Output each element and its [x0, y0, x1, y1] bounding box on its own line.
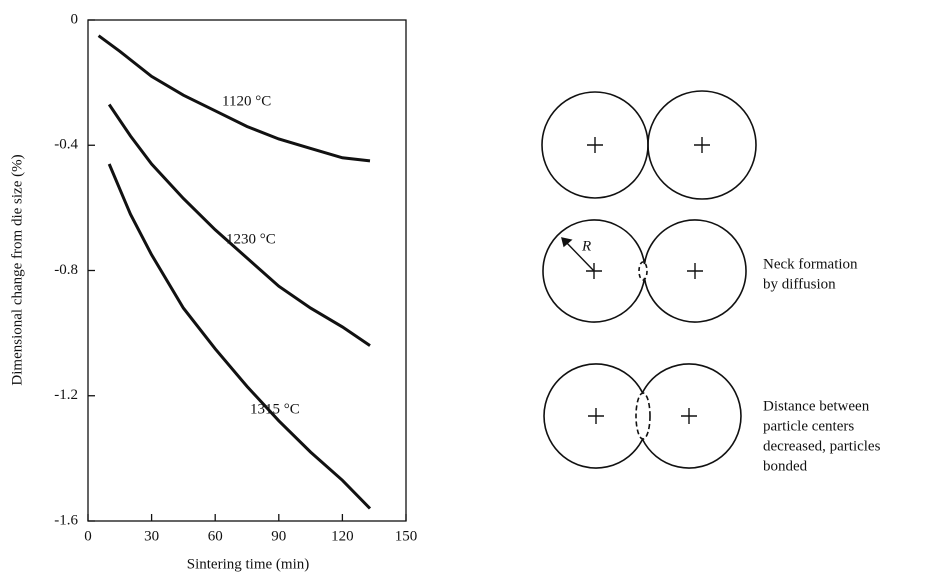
caption: particle centers	[763, 418, 854, 434]
series-label: 1230 °C	[226, 231, 276, 247]
neck	[635, 392, 651, 440]
series-label: 1315 °C	[250, 401, 300, 417]
bonded-particles	[543, 363, 742, 469]
line	[97, 34, 371, 163]
necked-particles	[542, 219, 747, 323]
radius-label: R	[581, 238, 591, 254]
line	[107, 103, 371, 347]
x-tick-label: 30	[144, 528, 159, 544]
diagram: R	[541, 90, 757, 469]
y-tick-label: -1.6	[54, 512, 78, 528]
x-tick-label: 60	[208, 528, 223, 544]
neck	[638, 261, 648, 281]
y-tick-label: -1.2	[54, 387, 78, 403]
y-tick-label: -0.8	[54, 262, 78, 278]
caption: decreased, particles	[763, 438, 881, 454]
x-tick-label: 90	[271, 528, 286, 544]
x-tick-label: 120	[331, 528, 354, 544]
y-axis-label: Dimensional change from die size (%)	[9, 154, 25, 385]
x-tick-label: 0	[84, 528, 92, 544]
x-tick-label: 150	[395, 528, 418, 544]
y-tick-label: -0.4	[54, 137, 78, 153]
particle	[647, 90, 757, 200]
y-tick-label: 0	[71, 11, 79, 27]
caption: bonded	[763, 458, 808, 474]
center-marks	[561, 137, 710, 424]
x-axis-label: Sintering time (min)	[187, 556, 309, 572]
caption: Distance between	[763, 398, 870, 414]
series-label: 1120 °C	[222, 93, 271, 109]
caption: by diffusion	[763, 276, 836, 292]
caption: Neck formation	[763, 256, 858, 272]
line	[107, 163, 372, 510]
